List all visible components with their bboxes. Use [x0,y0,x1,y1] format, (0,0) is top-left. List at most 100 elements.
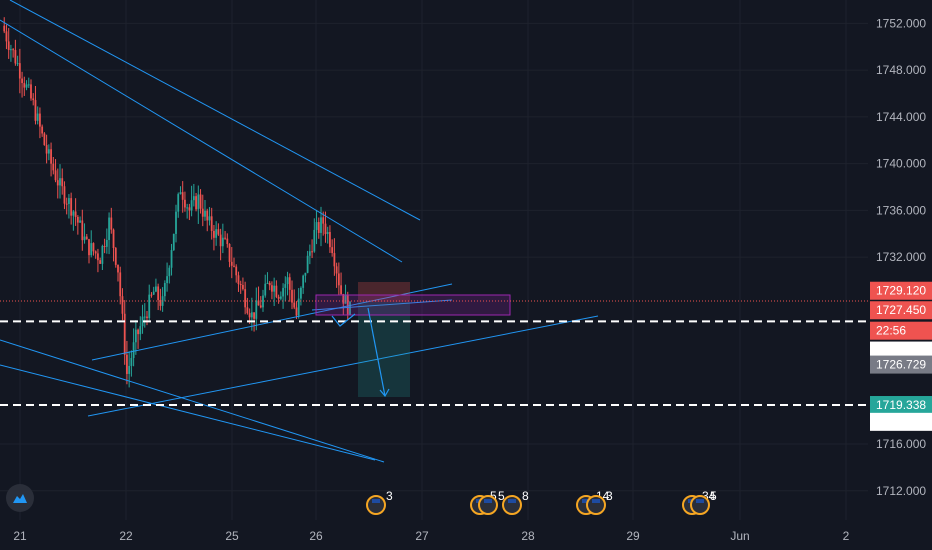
event-flag-canton [592,499,600,503]
candle-body [21,78,23,84]
candle-body [168,267,171,277]
candle-body [259,305,262,308]
price-badge [870,301,932,320]
price-badge-label: 1726.729 [876,358,926,372]
candle-body [32,98,35,101]
candle-body [137,329,139,335]
candle-body [340,285,342,295]
candle-body [329,232,331,248]
event-flag-canton [484,499,492,503]
candle-body [123,313,126,355]
candle-body [83,236,86,241]
trendline [0,364,376,461]
candle-body [246,307,249,314]
candle-body [141,316,144,327]
candle-body [126,354,128,374]
candle-body [219,234,222,247]
candle-body [311,251,313,253]
candle-body [175,211,177,234]
candle-body [108,217,110,240]
candle-body [177,194,180,212]
tradingview-cloud-icon [13,494,27,503]
candle-body [291,289,293,303]
price-axis[interactable]: 1752.000 1748.000 1744.000 1740.000 1736.000… [868,0,932,550]
candle-body [344,294,347,304]
candle-body [255,300,258,319]
candle-body [304,272,307,276]
candle-body [271,285,273,292]
candle-body [286,277,289,285]
candle-body [248,313,251,318]
candle-body [297,298,300,316]
candle-body [56,180,59,186]
candle-body [50,149,52,164]
candle-body [284,284,287,288]
candle-body [61,178,64,187]
event-flag-icon [586,495,606,515]
time-tick-label: 28 [521,529,535,543]
candle-body [266,282,269,284]
candle-body [134,329,137,343]
candle-body [90,243,93,256]
price-tick-label: 1716.000 [876,437,926,451]
event-count: 5 [490,489,497,503]
candle-body [155,286,157,292]
candle-body [72,211,75,216]
candle-body [230,261,233,266]
trendline [91,283,453,361]
bounce-arrow [331,313,356,327]
candle-body [337,273,340,286]
price-badge-label: 1727.069 [876,344,926,358]
event-count: 3 [386,489,393,503]
price-badge-label: 1729.120 [876,284,926,298]
candle-body [146,316,148,319]
candle-body [293,302,296,308]
projection-arrow [367,307,386,397]
candle-body [152,291,155,295]
candle-body [210,216,213,231]
candle-body [217,229,220,235]
time-tick-label: Jun [730,529,749,543]
candle-body [163,283,166,297]
candle-body [143,316,146,318]
candle-body [88,239,90,256]
trendline [87,315,599,417]
tradingview-logo[interactable] [6,484,34,512]
trendline [9,0,421,221]
candle-body [179,192,182,195]
event-count: 3 [606,489,613,503]
candle-body [70,198,73,216]
candle-body [43,133,46,146]
event-flag-canton [372,499,380,503]
candle-body [346,294,349,316]
candle-body [279,296,282,299]
candle-body [273,285,276,292]
candle-body [264,283,267,296]
candle-body [81,220,84,241]
candle-body [221,237,224,247]
candle-body [119,272,122,297]
price-badge [870,412,932,431]
candle-body [342,294,345,304]
candle-body [306,255,309,273]
trendline [311,299,453,311]
candle-body [275,285,278,297]
price-tick-label: 1732.000 [876,250,926,264]
candle-body [331,247,334,254]
event-flag-icon [690,495,710,515]
candle-body [5,31,8,42]
candle-body [215,229,218,238]
candle-body [63,186,66,204]
candle-body [226,238,229,244]
stop-loss-zone [358,282,410,302]
candle-body [79,220,81,223]
candle-body [244,289,247,308]
candle-body [313,229,316,252]
candle-body [262,295,264,308]
price-tick-label: 1740.000 [876,157,926,171]
time-axis[interactable]: 21 22 25 26 27 28 29 Jun 2 [0,520,868,550]
candle-body [308,251,311,256]
price-tick-label: 1712.000 [876,484,926,498]
candle-body [112,229,115,249]
